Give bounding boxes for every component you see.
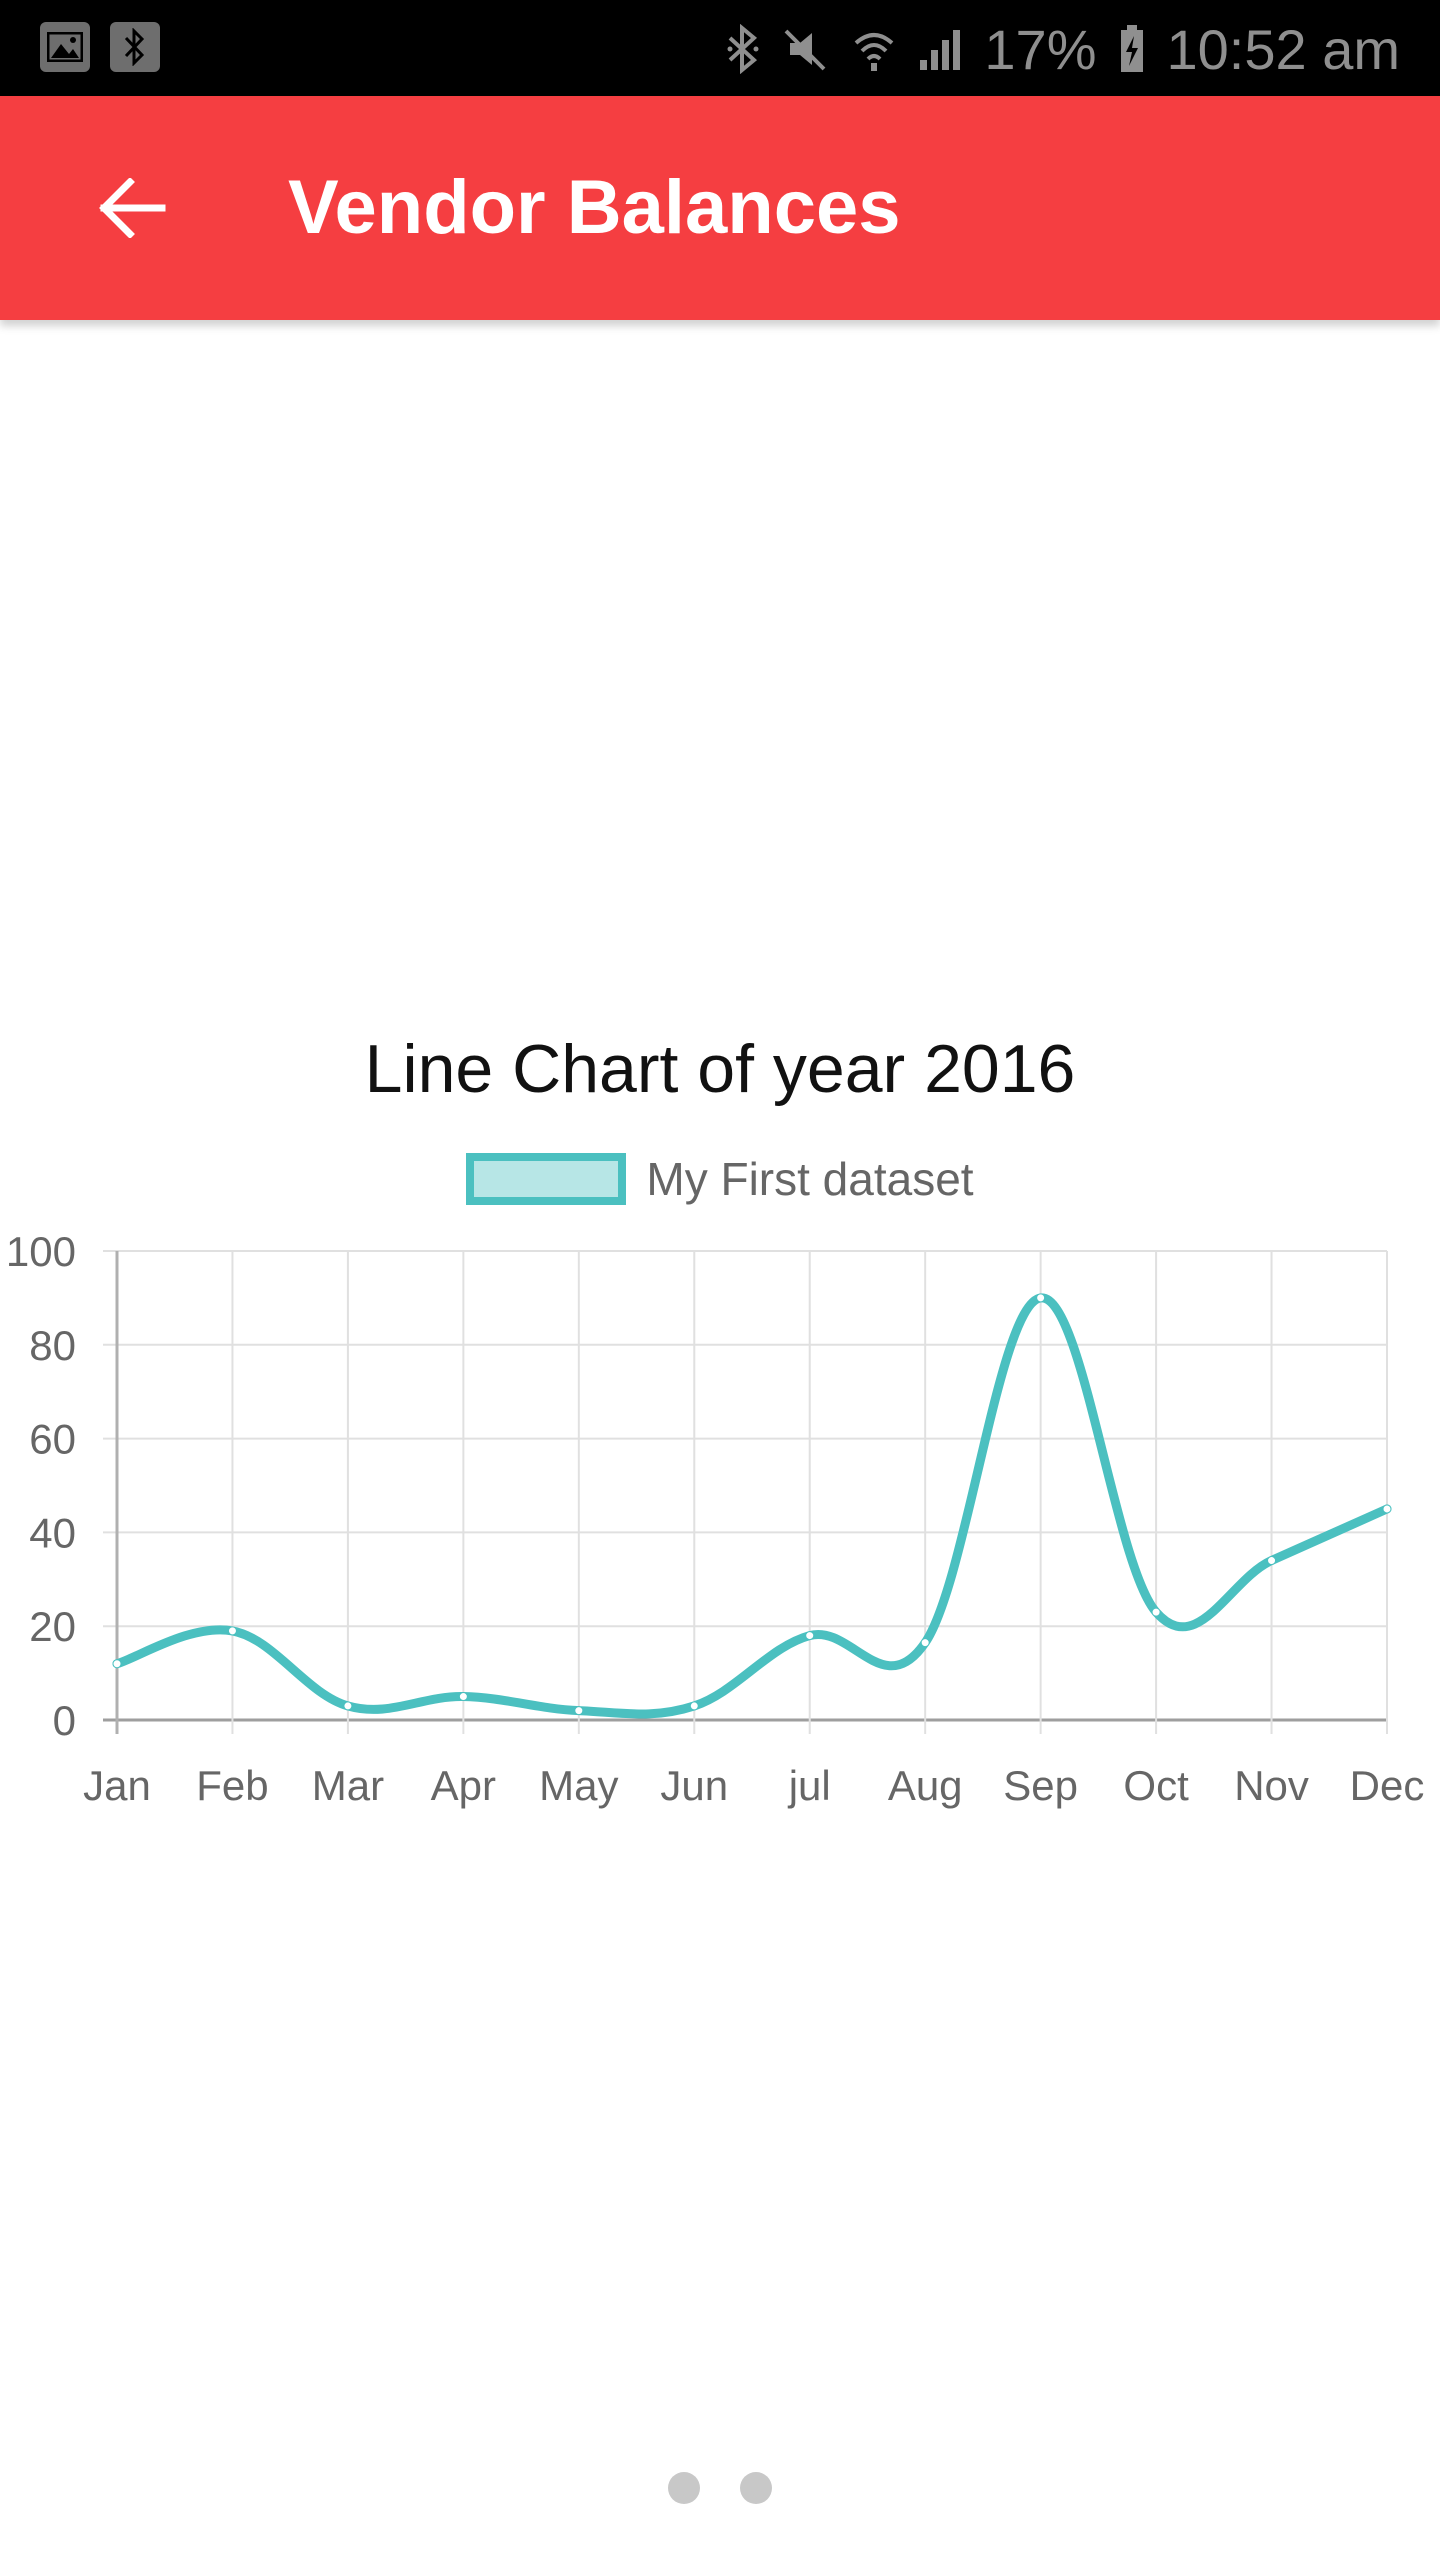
legend-label: My First dataset	[646, 1153, 974, 1205]
battery-percent: 17%	[984, 17, 1097, 81]
x-tick-label: Dec	[1350, 1762, 1425, 1809]
page-indicator	[0, 2472, 1440, 2504]
x-tick-label: Feb	[196, 1762, 268, 1809]
app-bar: Vendor Balances	[0, 96, 1440, 320]
x-tick-label: Jan	[83, 1762, 151, 1809]
y-tick-label: 40	[29, 1509, 76, 1556]
system-status-icons: 17% 10:52 am	[726, 14, 1400, 84]
y-tick-label: 100	[6, 1228, 76, 1275]
data-point	[1151, 1607, 1161, 1617]
data-point	[112, 1659, 122, 1669]
data-point	[1036, 1293, 1046, 1303]
y-tick-label: 20	[29, 1603, 76, 1650]
page-dot-2[interactable]	[740, 2472, 772, 2504]
x-tick-label: Apr	[431, 1762, 496, 1809]
data-point	[343, 1701, 353, 1711]
y-tick-label: 80	[29, 1322, 76, 1369]
signal-icon	[920, 30, 961, 70]
y-tick-label: 0	[53, 1697, 76, 1744]
bluetooth-icon	[727, 24, 759, 74]
x-tick-label: jul	[787, 1762, 831, 1809]
wifi-icon	[855, 33, 894, 71]
data-point	[1267, 1556, 1277, 1566]
data-point	[920, 1638, 930, 1648]
series-line	[112, 1293, 1392, 1719]
y-tick-label: 60	[29, 1416, 76, 1463]
page-title: Vendor Balances	[288, 165, 901, 250]
x-tick-label: May	[539, 1762, 618, 1809]
image-notification-icon	[40, 22, 90, 72]
arrow-back-icon	[99, 178, 166, 238]
x-tick-label: Oct	[1123, 1762, 1189, 1809]
legend-swatch	[466, 1153, 627, 1205]
data-point	[574, 1706, 584, 1716]
data-point	[805, 1631, 815, 1641]
page-dot-1[interactable]	[668, 2472, 700, 2504]
status-bar: 17% 10:52 am	[0, 0, 1440, 96]
data-point	[458, 1692, 468, 1702]
data-point	[689, 1701, 699, 1711]
x-tick-label: Jun	[660, 1762, 728, 1809]
battery-charging-icon	[1120, 25, 1143, 72]
clock: 10:52 am	[1166, 17, 1401, 81]
x-tick-label: Nov	[1234, 1762, 1309, 1809]
mute-icon	[784, 29, 826, 71]
chart-title: Line Chart of year 2016	[364, 1031, 1076, 1107]
chart-legend[interactable]: My First dataset	[0, 1152, 1440, 1206]
back-button[interactable]	[72, 148, 192, 268]
x-tick-label: Mar	[312, 1762, 384, 1809]
notification-icons	[40, 22, 160, 72]
x-tick-label: Aug	[888, 1762, 963, 1809]
x-tick-label: Sep	[1003, 1762, 1078, 1809]
data-point	[227, 1626, 237, 1636]
bluetooth-notification-icon	[110, 22, 160, 72]
data-point	[1382, 1504, 1392, 1514]
line-chart: 0 20 40 60 80 100 Jan Feb Mar Apr May Jun jul Aug Sep O…	[6, 1228, 1425, 1809]
